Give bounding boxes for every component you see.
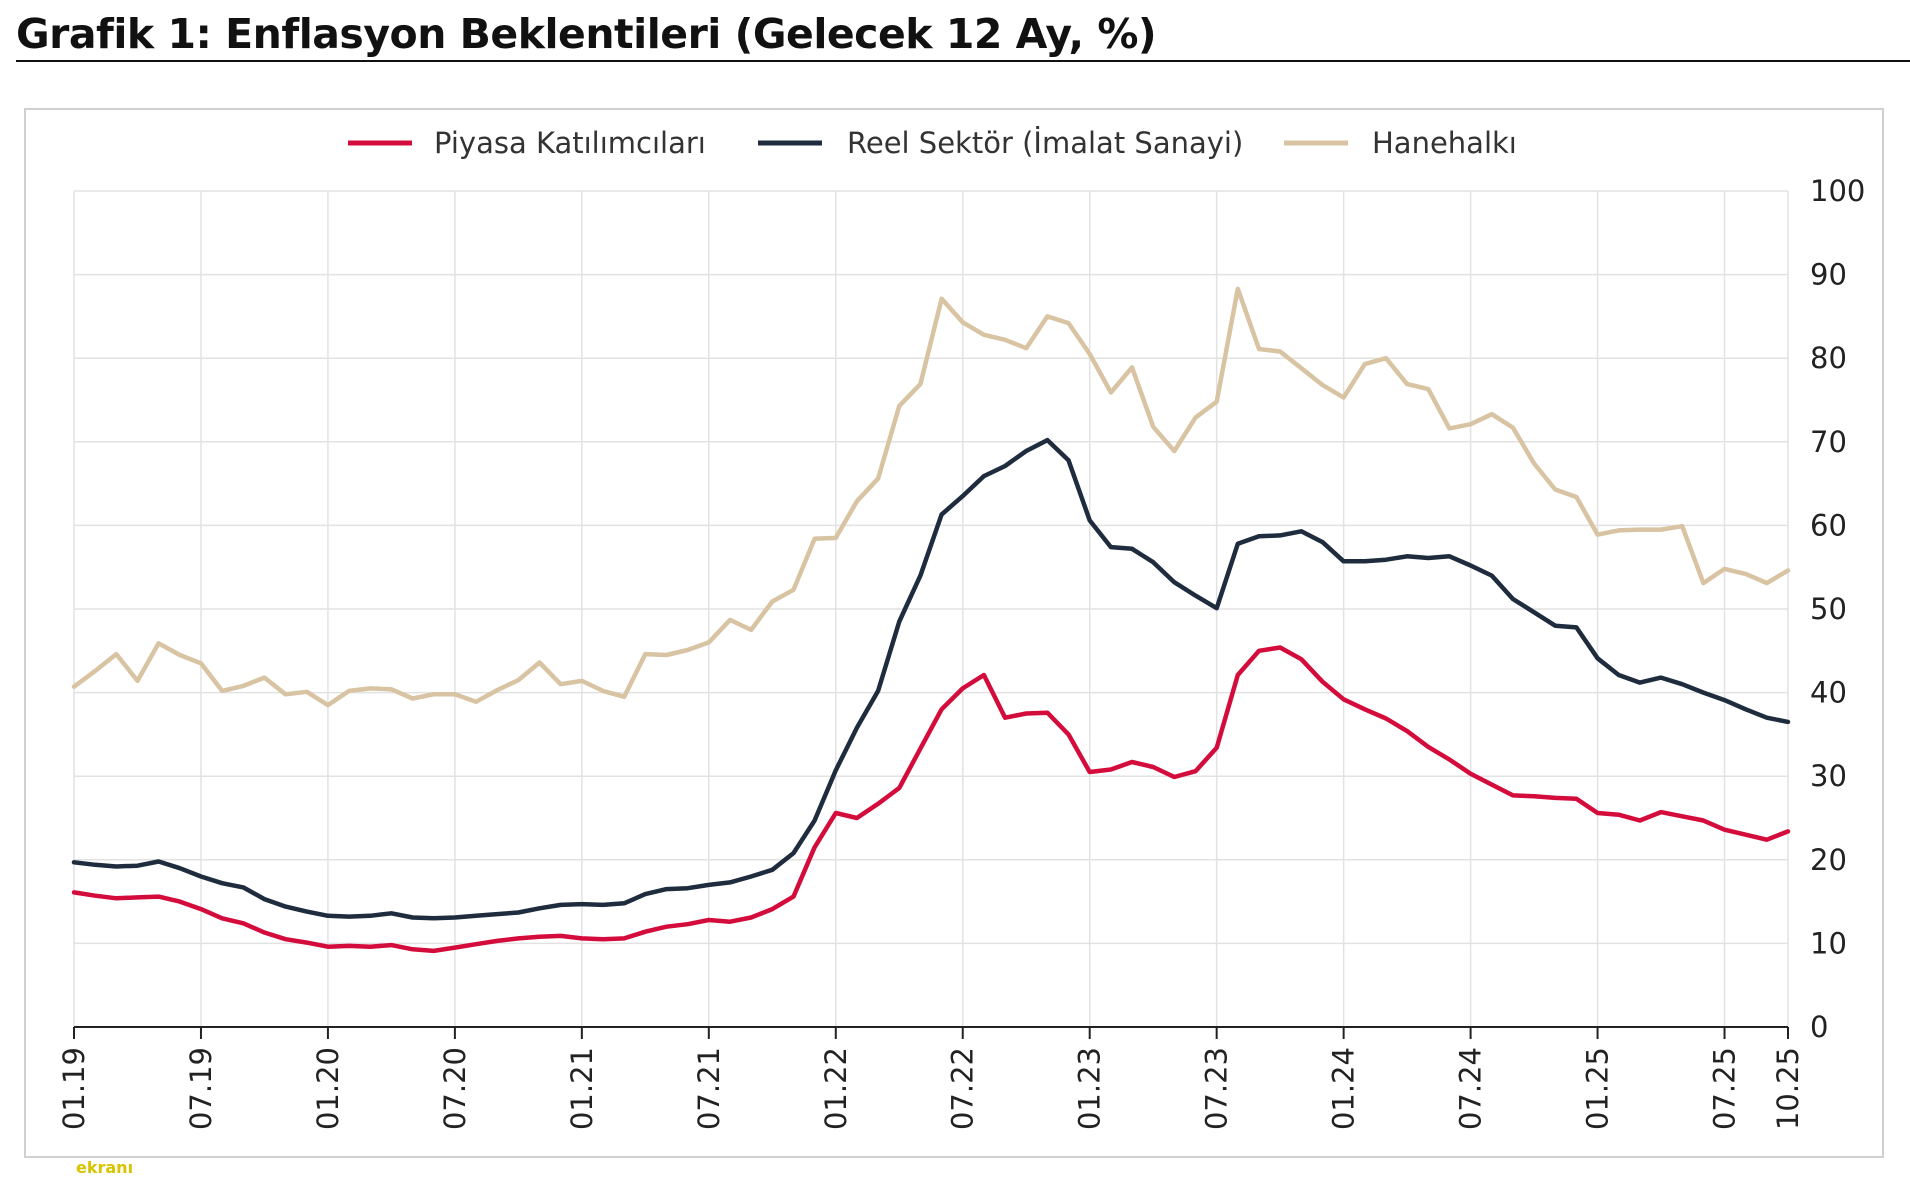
x-tick-label: 07.22 — [946, 1047, 980, 1130]
y-tick-label: 40 — [1810, 676, 1847, 710]
chart-frame — [24, 108, 1884, 1158]
x-tick-label: 01.24 — [1327, 1047, 1361, 1130]
x-tick-label: 01.22 — [819, 1047, 853, 1130]
y-tick-label: 100 — [1810, 174, 1865, 208]
x-tick-label: 01.25 — [1581, 1047, 1615, 1130]
gridlines — [73, 190, 1789, 1027]
tick-labels: 0 10 20 30 40 50 60 70 80 90 100 01.19 07.19 01.20 07.… — [57, 174, 1865, 1130]
y-tick-label: 30 — [1810, 759, 1847, 793]
x-tick-label: 07.19 — [184, 1047, 218, 1130]
watermark-logo: ekranı — [76, 1158, 134, 1177]
x-tick-label: 01.19 — [57, 1047, 91, 1130]
x-tick-label: 01.21 — [565, 1047, 599, 1130]
x-tick-label: 07.21 — [692, 1047, 726, 1130]
series-line — [71, 645, 1791, 954]
y-tick-label: 20 — [1810, 843, 1847, 877]
x-tick-label: 07.23 — [1200, 1047, 1234, 1130]
x-tick-label: 01.20 — [311, 1047, 345, 1130]
x-tick-label: 01.23 — [1073, 1047, 1107, 1130]
y-tick-label: 90 — [1810, 258, 1847, 292]
title-underline — [16, 60, 1910, 62]
legend-label: Piyasa Katılımcıları — [434, 126, 706, 160]
series-line — [71, 437, 1791, 921]
y-tick-label: 70 — [1810, 425, 1847, 459]
axes — [73, 1026, 1789, 1039]
x-tick-label: 07.24 — [1454, 1047, 1488, 1130]
x-tick-label: 07.20 — [438, 1047, 472, 1130]
series-lines — [71, 286, 1791, 954]
y-tick-label: 80 — [1810, 341, 1847, 375]
x-tick-label: 07.25 — [1708, 1047, 1742, 1130]
legend-label: Hanehalkı — [1372, 126, 1517, 160]
y-tick-label: 60 — [1810, 508, 1847, 542]
y-tick-label: 0 — [1810, 1010, 1828, 1044]
series-line — [71, 286, 1791, 708]
legend: Piyasa Katılımcıları Reel Sektör (İmalat … — [348, 126, 1517, 160]
chart-title: Grafik 1: Enflasyon Beklentileri (Gelece… — [16, 10, 1157, 58]
x-tick-label: 10.25 — [1771, 1047, 1805, 1130]
y-tick-label: 10 — [1810, 926, 1847, 960]
legend-label: Reel Sektör (İmalat Sanayi) — [847, 126, 1243, 160]
y-tick-label: 50 — [1810, 592, 1847, 626]
